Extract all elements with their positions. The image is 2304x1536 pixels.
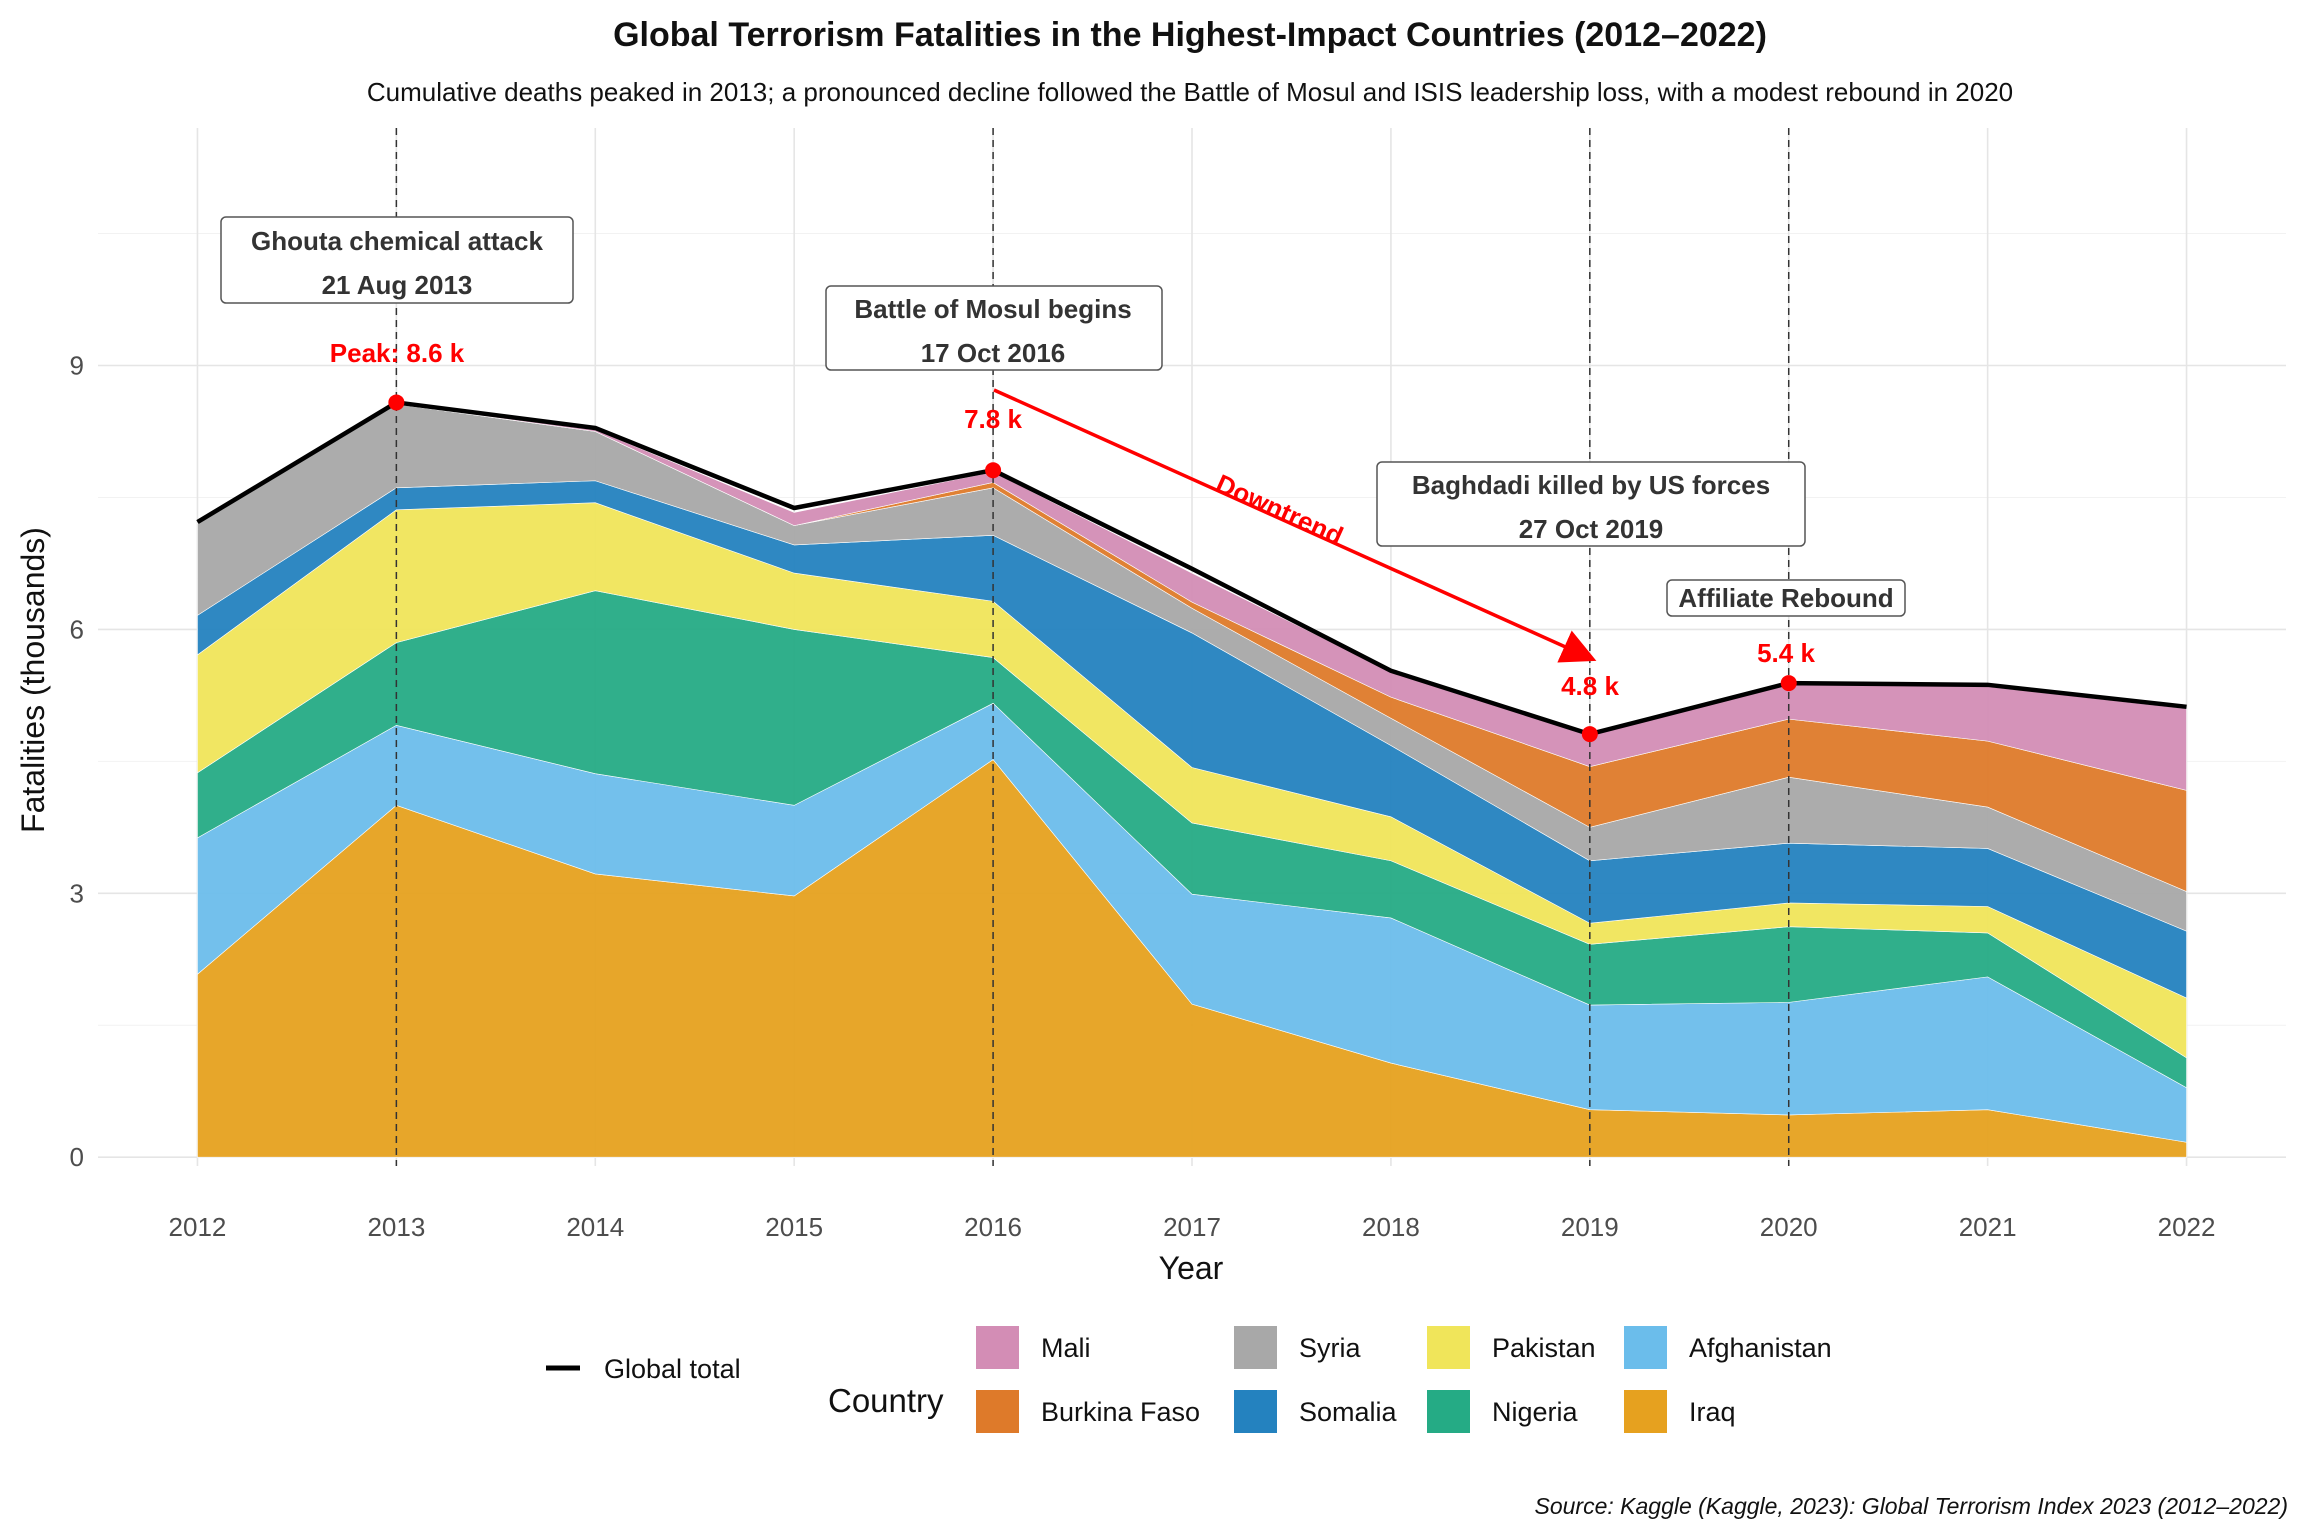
x-tick-label-2015: 2015 (765, 1212, 823, 1242)
legend-label-somalia: Somalia (1299, 1397, 1398, 1427)
y-tick-label-0: 0 (70, 1142, 84, 1172)
annotation-baghdadi-title: Baghdadi killed by US forces (1412, 470, 1770, 500)
annotation-baghdadi-box (1376, 461, 1806, 547)
x-tick-label-2020: 2020 (1760, 1212, 1818, 1242)
legend-label-afghanistan: Afghanistan (1689, 1333, 1832, 1363)
legend-swatch-somalia (1234, 1390, 1277, 1433)
x-tick-label-2021: 2021 (1959, 1212, 2017, 1242)
legend-label-nigeria: Nigeria (1492, 1397, 1579, 1427)
highlight-point-2019 (1581, 726, 1598, 743)
chart-title: Global Terrorism Fatalities in the Highe… (613, 16, 1767, 54)
legend-swatch-mali (976, 1326, 1019, 1369)
legend-swatch-pakistan (1427, 1326, 1470, 1369)
legend-swatch-syria (1234, 1326, 1277, 1369)
x-tick-label-2019: 2019 (1561, 1212, 1619, 1242)
x-tick-label-2013: 2013 (367, 1212, 425, 1242)
global-total-line (196, 400, 2187, 737)
legend-swatch-nigeria (1427, 1390, 1470, 1433)
annotation-mosul: Battle of Mosul begins 17 Oct 2016 (825, 285, 1163, 371)
annotation-baghdadi: Baghdadi killed by US forces 27 Oct 2019 (1376, 461, 1806, 547)
legend-label-syria: Syria (1299, 1333, 1361, 1363)
x-tick-label-2022: 2022 (2158, 1212, 2216, 1242)
highlight-point-2020 (1780, 675, 1797, 692)
legend-total-label: Global total (604, 1354, 741, 1384)
y-axis-ticks: 0 3 6 9 (70, 351, 84, 1173)
highlight-point-2016 (985, 462, 1002, 479)
annotation-rebound-title: Affiliate Rebound (1678, 583, 1893, 613)
chart-subtitle: Cumulative deaths peaked in 2013; a pron… (367, 77, 2013, 107)
highlight-point-2013 (388, 394, 405, 411)
chart-caption: Source: Kaggle (Kaggle, 2023): Global Te… (1534, 1493, 2288, 1519)
legend-label-iraq: Iraq (1689, 1397, 1736, 1427)
y-tick-label-9: 9 (70, 351, 84, 381)
annotation-mosul-box (825, 285, 1163, 371)
legend-label-burkina-faso: Burkina Faso (1041, 1397, 1200, 1427)
annotation-rebound: Affiliate Rebound (1666, 579, 1906, 617)
legend-label-mali: Mali (1041, 1333, 1091, 1363)
y-axis-title: Fatalities (thousands) (15, 527, 51, 833)
highlight-points (388, 394, 1797, 743)
y-tick-label-3: 3 (70, 878, 84, 908)
rebound-value-label: 5.4 k (1757, 638, 1815, 668)
legend-label-pakistan: Pakistan (1492, 1333, 1596, 1363)
legend: Global total Country Mali Burkina Faso Syr… (546, 1326, 1832, 1433)
annotation-ghouta: Ghouta chemical attack 21 Aug 2013 (220, 216, 574, 304)
annotation-ghouta-date: 21 Aug 2013 (322, 270, 473, 300)
y-tick-label-6: 6 (70, 614, 84, 644)
legend-items: Mali Burkina Faso Syria Somalia Pakistan Nige… (976, 1326, 1832, 1433)
legend-swatch-burkina-faso (976, 1390, 1019, 1433)
legend-swatch-afghanistan (1624, 1326, 1667, 1369)
legend-title: Country (828, 1382, 944, 1419)
x-tick-label-2018: 2018 (1362, 1212, 1420, 1242)
x-axis-ticks: 2012 2013 2014 2015 2016 2017 2018 2019 2020 2021… (169, 1212, 2216, 1242)
global-total-polyline (196, 400, 2187, 737)
annotation-baghdadi-date: 27 Oct 2019 (1519, 514, 1664, 544)
annotation-mosul-date: 17 Oct 2016 (921, 338, 1066, 368)
x-tick-label-2017: 2017 (1163, 1212, 1221, 1242)
legend-swatch-iraq (1624, 1390, 1667, 1433)
x-tick-label-2014: 2014 (566, 1212, 624, 1242)
annotation-ghouta-title: Ghouta chemical attack (251, 226, 543, 256)
x-tick-label-2012: 2012 (169, 1212, 227, 1242)
annotation-rebound-box (1666, 579, 1906, 617)
peak-label: Peak: 8.6 k (330, 338, 465, 368)
stacked-areas (197, 403, 2187, 1158)
area-mali (197, 403, 2187, 791)
mosul-value-label: 7.8 k (964, 404, 1022, 434)
annotation-ghouta-box (220, 216, 574, 304)
downtrend-arrow (993, 388, 1597, 663)
annotation-mosul-title: Battle of Mosul begins (854, 294, 1131, 324)
baghdadi-value-label: 4.8 k (1561, 671, 1619, 701)
x-tick-label-2016: 2016 (964, 1212, 1022, 1242)
x-axis-title: Year (1159, 1250, 1224, 1286)
